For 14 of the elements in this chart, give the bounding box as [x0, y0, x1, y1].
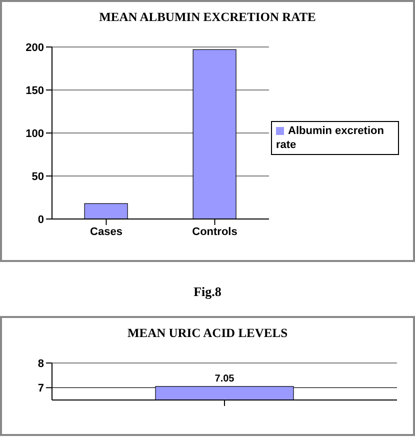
- y-tick-label: 200: [26, 42, 44, 54]
- y-tick-label: 150: [26, 84, 44, 97]
- x-tick-label: Cases: [90, 226, 122, 238]
- legend-label: Albumin excretion rate: [276, 124, 384, 150]
- y-tick-label: 7: [38, 382, 44, 395]
- chart-title: MEAN ALBUMIN EXCRETION RATE: [98, 10, 317, 25]
- caption: Fig.8: [192, 284, 222, 300]
- chart-title: MEAN URIC ACID LEVELS: [126, 326, 289, 341]
- y-tick-label: 100: [26, 128, 44, 140]
- y-tick-label: 0: [38, 214, 44, 226]
- x-tick-label: Controls: [192, 226, 238, 238]
- y-tick-label: 8: [38, 358, 44, 370]
- data-label: 7.05: [214, 373, 235, 384]
- y-tick-label: 50: [32, 170, 44, 183]
